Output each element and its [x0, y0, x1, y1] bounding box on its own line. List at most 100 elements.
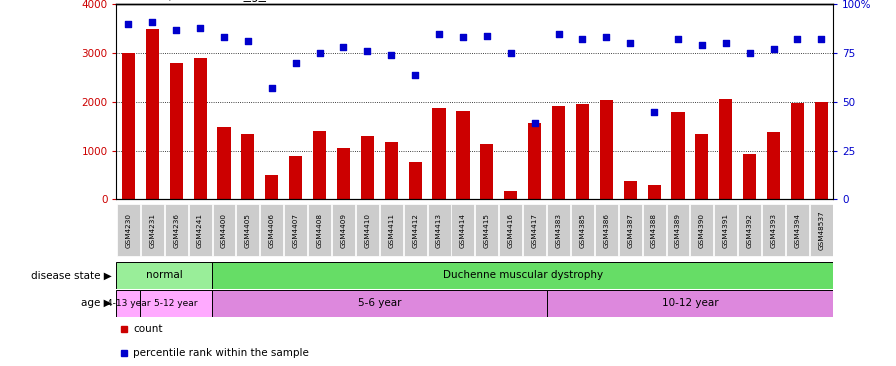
Bar	[452, 204, 474, 256]
Point	[336, 44, 350, 50]
Bar	[433, 108, 445, 199]
Text: GSM4390: GSM4390	[699, 213, 705, 247]
Text: GSM4385: GSM4385	[580, 213, 585, 247]
Bar	[189, 204, 211, 256]
Point	[599, 34, 614, 40]
Bar	[814, 102, 828, 199]
Text: GSM4417: GSM4417	[531, 213, 538, 247]
Bar	[122, 53, 135, 199]
Text: GSM4412: GSM4412	[412, 213, 418, 247]
Point	[743, 50, 757, 56]
Text: percentile rank within the sample: percentile rank within the sample	[134, 348, 309, 358]
Point	[766, 46, 780, 52]
Bar	[116, 290, 141, 317]
Text: GSM4415: GSM4415	[484, 213, 490, 247]
Text: GSM4393: GSM4393	[771, 213, 777, 247]
Bar	[361, 136, 374, 199]
Bar	[743, 153, 756, 199]
Text: GSM4386: GSM4386	[603, 213, 609, 247]
Text: GSM4387: GSM4387	[627, 213, 633, 247]
Point	[504, 50, 518, 56]
Point	[145, 19, 159, 25]
Text: GSM4231: GSM4231	[150, 213, 155, 247]
Bar	[714, 204, 737, 256]
Text: 5-12 year: 5-12 year	[154, 299, 198, 308]
Point	[814, 37, 829, 42]
Point	[169, 27, 184, 33]
Text: GSM4241: GSM4241	[197, 213, 203, 247]
Text: GSM4383: GSM4383	[556, 213, 562, 247]
Text: GSM4388: GSM4388	[651, 213, 657, 247]
Bar	[169, 63, 183, 199]
Point	[360, 48, 375, 54]
Text: Duchenne muscular dystrophy: Duchenne muscular dystrophy	[443, 270, 603, 280]
Bar	[337, 148, 350, 199]
Bar	[738, 204, 761, 256]
Point	[528, 120, 542, 126]
Bar	[642, 204, 666, 256]
Text: GSM4408: GSM4408	[316, 213, 323, 247]
Text: GSM4409: GSM4409	[340, 213, 347, 247]
Point	[623, 40, 637, 46]
Bar	[624, 181, 637, 199]
Bar	[409, 162, 422, 199]
Bar	[289, 156, 302, 199]
Bar	[212, 290, 547, 317]
Bar	[117, 204, 140, 256]
Text: GSM4410: GSM4410	[365, 213, 370, 247]
Text: disease state ▶: disease state ▶	[31, 270, 112, 280]
Bar	[667, 204, 689, 256]
Bar	[571, 204, 594, 256]
Text: GSM4413: GSM4413	[436, 213, 442, 247]
Text: 5-6 year: 5-6 year	[358, 298, 401, 308]
Bar	[648, 186, 660, 199]
Bar	[576, 104, 589, 199]
Text: GSM4236: GSM4236	[173, 213, 179, 247]
Bar	[261, 204, 283, 256]
Bar	[810, 204, 832, 256]
Bar	[313, 131, 326, 199]
Bar	[599, 100, 613, 199]
Text: GSM4406: GSM4406	[269, 213, 275, 247]
Bar	[116, 262, 212, 289]
Text: GSM4414: GSM4414	[460, 213, 466, 247]
Bar	[476, 204, 498, 256]
Bar	[308, 204, 331, 256]
Bar	[786, 204, 809, 256]
Text: count: count	[134, 324, 163, 333]
Bar	[427, 204, 451, 256]
Text: GSM4407: GSM4407	[293, 213, 298, 247]
Bar	[456, 111, 470, 199]
Point	[384, 52, 399, 58]
Text: 10-12 year: 10-12 year	[661, 298, 719, 308]
Text: GSM4392: GSM4392	[746, 213, 753, 247]
Bar	[384, 142, 398, 199]
Text: GSM4400: GSM4400	[221, 213, 227, 247]
Bar	[619, 204, 642, 256]
Bar	[595, 204, 617, 256]
Bar	[146, 29, 159, 199]
Text: age ▶: age ▶	[82, 298, 112, 308]
Text: normal: normal	[146, 270, 183, 280]
Text: GSM4230: GSM4230	[125, 213, 132, 247]
Bar	[218, 127, 230, 199]
Bar	[719, 100, 732, 199]
Point	[575, 37, 590, 42]
Bar	[767, 132, 780, 199]
Text: GSM4411: GSM4411	[388, 213, 394, 247]
Bar	[212, 262, 833, 289]
Bar	[212, 204, 236, 256]
Text: GSM4394: GSM4394	[795, 213, 800, 247]
Point	[694, 42, 709, 48]
Point	[432, 31, 446, 37]
Text: 4-13 year: 4-13 year	[107, 299, 151, 308]
Bar	[791, 103, 804, 199]
Bar	[499, 204, 522, 256]
Point	[647, 109, 661, 115]
Text: GSM4416: GSM4416	[508, 213, 513, 247]
Bar	[523, 204, 546, 256]
Bar	[332, 204, 355, 256]
Point	[456, 34, 470, 40]
Bar	[141, 204, 164, 256]
Bar	[528, 123, 541, 199]
